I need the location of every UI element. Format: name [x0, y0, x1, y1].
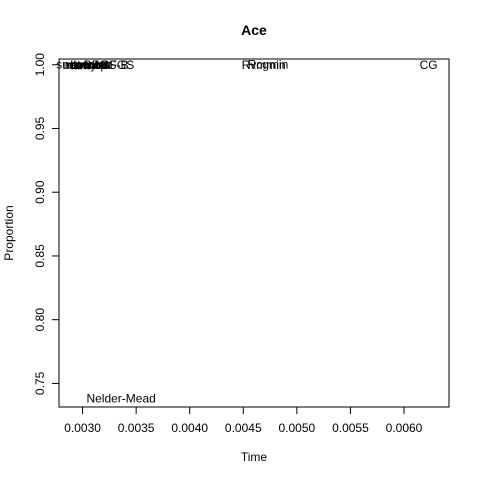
- y-tick-label: 1.00: [33, 53, 47, 77]
- y-tick-label: 0.75: [33, 371, 47, 395]
- point-label-bobyqa: bobyqa: [70, 58, 110, 72]
- x-tick-label: 0.0040: [171, 421, 208, 435]
- chart-title: Ace: [241, 22, 267, 38]
- point-label-nlm: nlm: [71, 58, 90, 72]
- x-axis: 0.0030 0.0035 0.0040 0.0045 0.0050 0.0055 0.00…: [64, 406, 423, 435]
- x-tick-label: 0.0060: [386, 421, 423, 435]
- point-label-nlminb: nlminb: [67, 58, 103, 72]
- y-tick-label: 0.90: [33, 180, 47, 204]
- point-label-l-bfgs-b: L-BFGS-B: [73, 58, 128, 72]
- point-label-cg: CG: [420, 58, 438, 72]
- point-label-nelder-mead: Nelder-Mead: [86, 392, 155, 406]
- y-tick-label: 0.85: [33, 244, 47, 268]
- x-tick-label: 0.0055: [332, 421, 369, 435]
- data-point-labels: snewtonmnewuoaucminfnlminbnlmbobyqaL-BFG…: [56, 58, 437, 406]
- y-axis-label: Proportion: [2, 205, 16, 260]
- y-tick-label: 0.80: [33, 308, 47, 332]
- x-axis-label: Time: [241, 450, 268, 464]
- x-tick-label: 0.0050: [279, 421, 316, 435]
- x-tick-label: 0.0045: [225, 421, 262, 435]
- point-label-rvmmin: Rvmmin: [242, 58, 286, 72]
- point-label-bfgs: BFGS: [102, 58, 135, 72]
- x-tick-label: 0.0035: [118, 421, 155, 435]
- x-tick-label: 0.0030: [64, 421, 101, 435]
- point-label-rcgmin: Rcgmin: [248, 58, 289, 72]
- y-axis: 0.75 0.80 0.85 0.90 0.95 1.00: [33, 53, 60, 395]
- plot-frame: [58, 58, 450, 408]
- y-tick-label: 0.95: [33, 116, 47, 140]
- point-label-newuoa: newuoa: [65, 58, 107, 72]
- point-label-snewtonm: snewtonm: [56, 58, 111, 72]
- point-label-ucminf: ucminf: [63, 58, 99, 72]
